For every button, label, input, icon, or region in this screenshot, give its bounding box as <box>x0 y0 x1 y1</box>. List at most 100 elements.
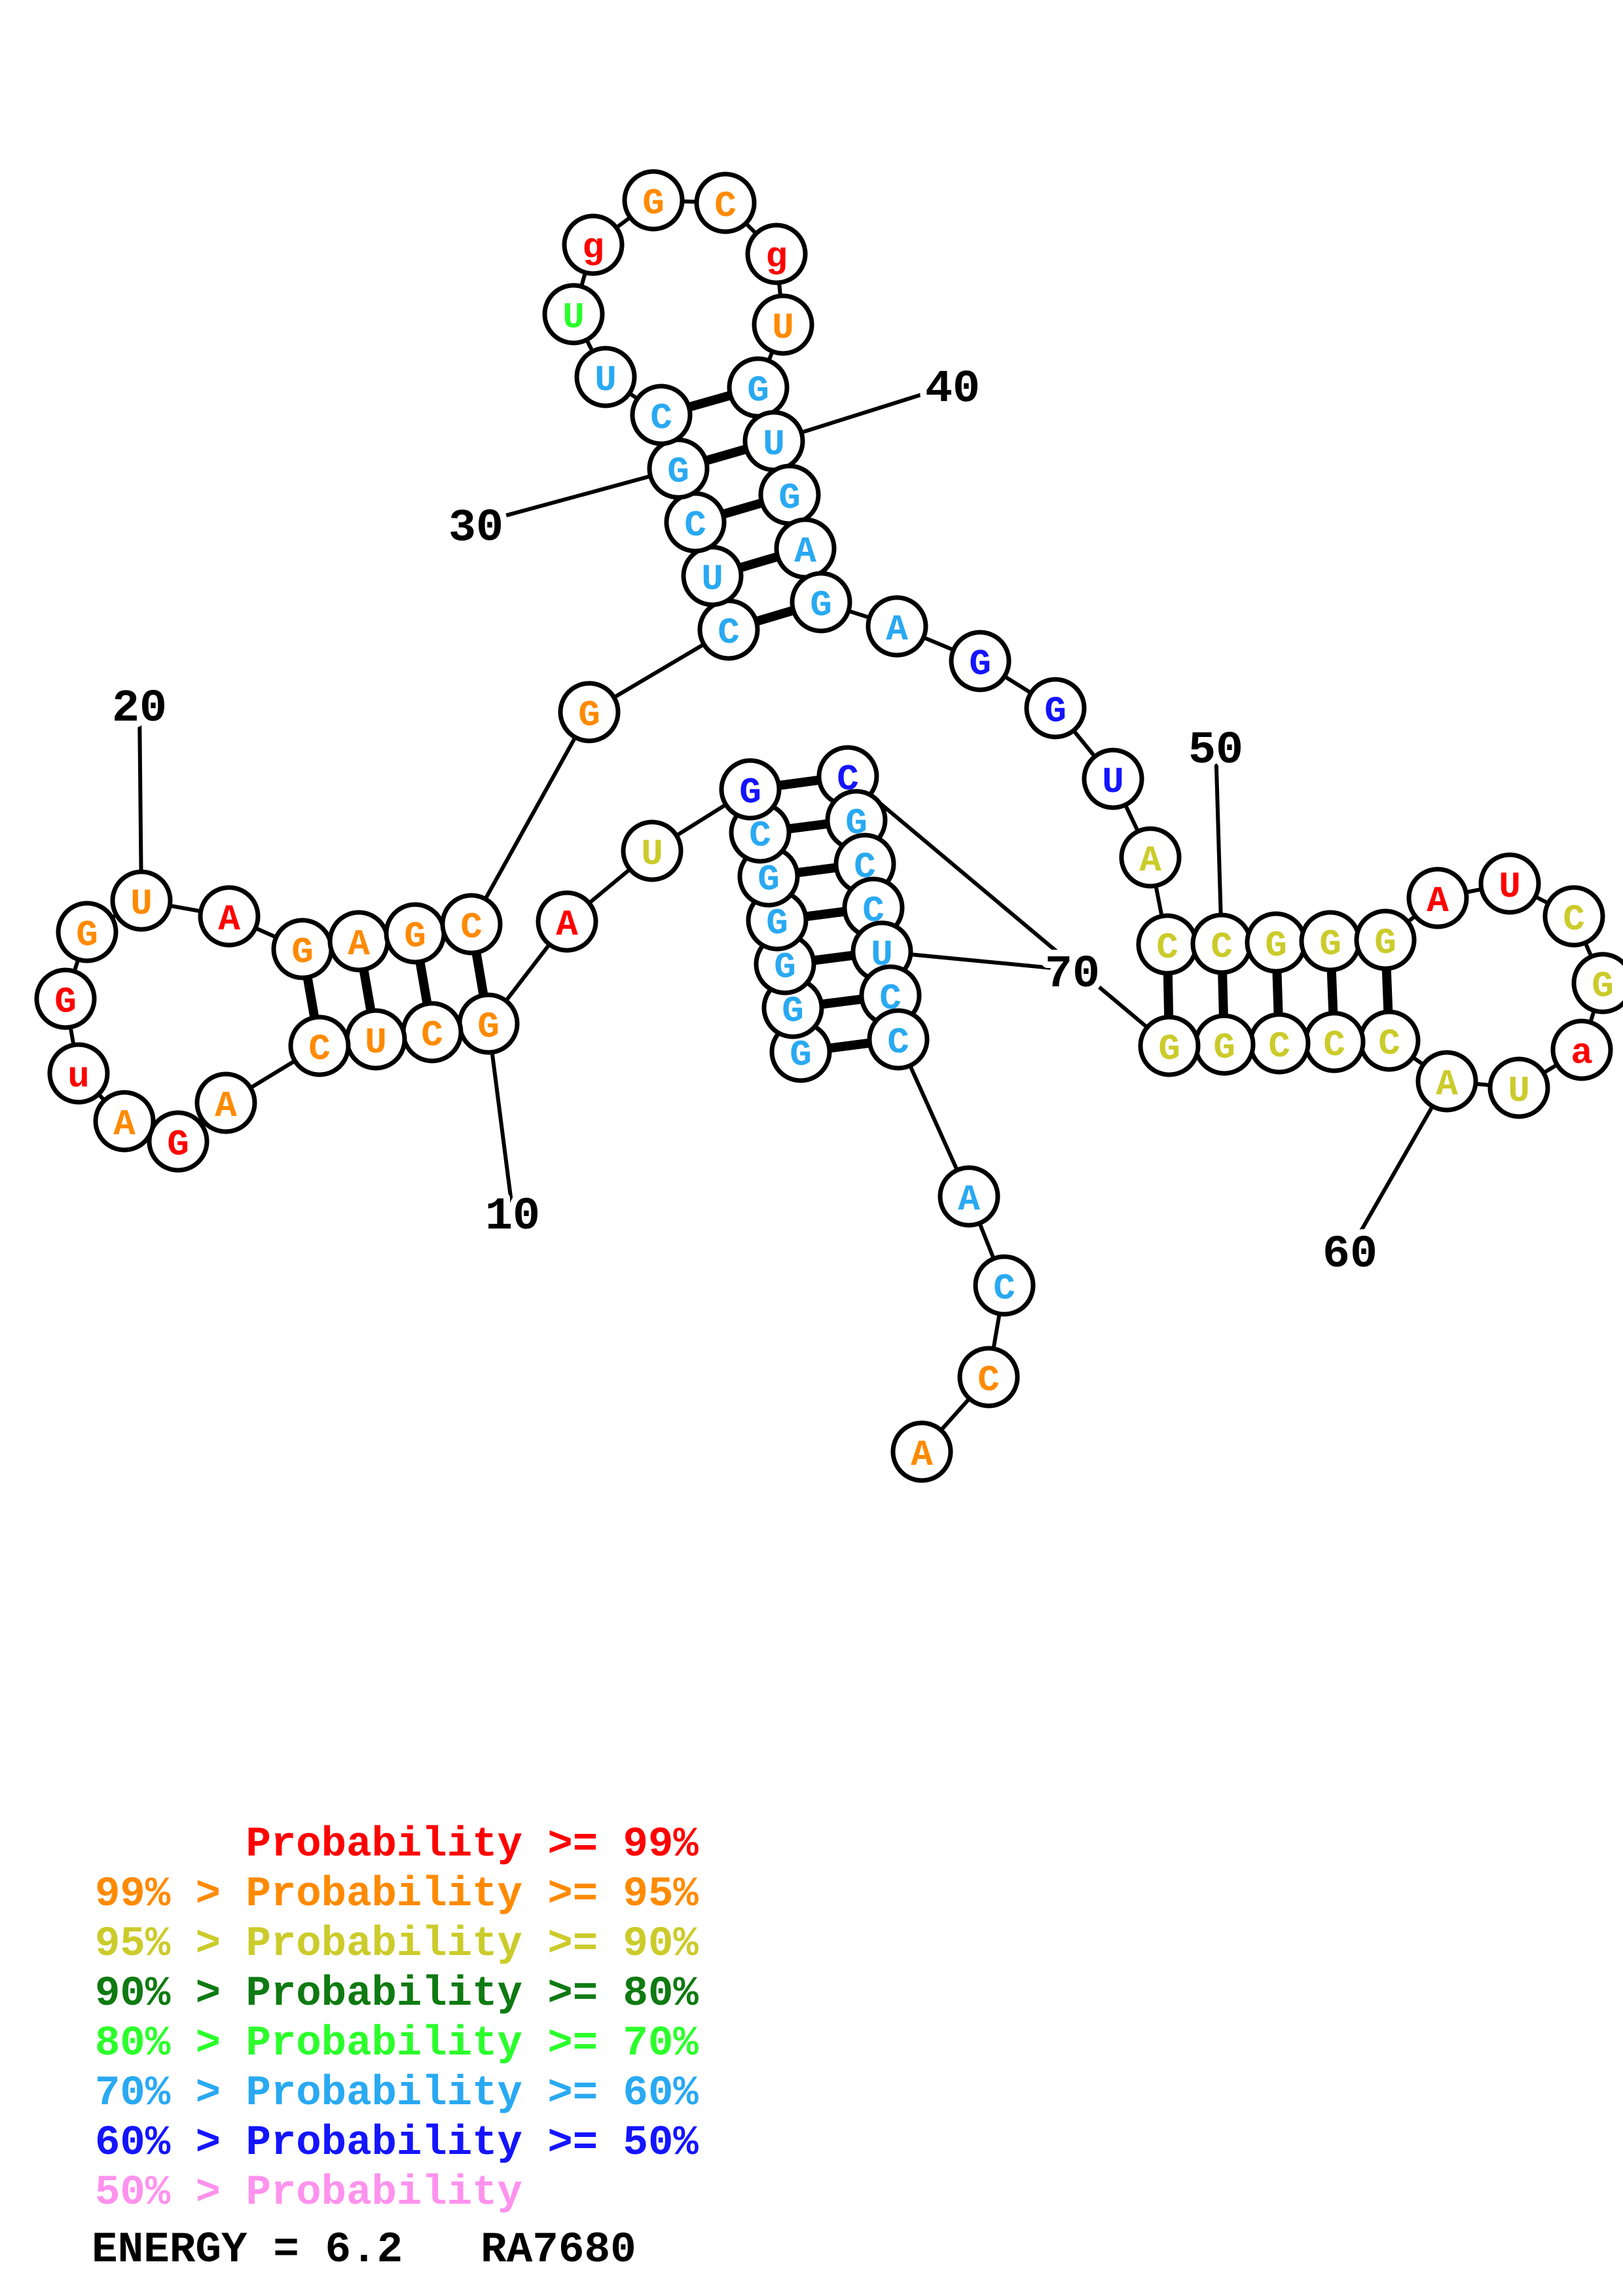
nucleotide-letter: A <box>215 1085 237 1127</box>
label-pointer-line <box>880 950 1074 972</box>
position-label: 30 <box>448 503 503 554</box>
nucleotide-letter: C <box>1156 927 1178 969</box>
legend-line-p95: 99% > Probability >= 95% <box>95 1871 699 1918</box>
legend: Probability >= 99% 99% > Probability >= … <box>95 1821 699 2217</box>
nucleotide-letter: G <box>782 990 804 1032</box>
nucleotide-letter: g <box>765 236 788 278</box>
nucleotide-letter: u <box>67 1056 90 1098</box>
nucleotide-letter: G <box>1374 922 1396 964</box>
nucleotide-letter: A <box>218 899 240 941</box>
nucleotide-letter: C <box>1378 1023 1400 1065</box>
nucleotide-letter: G <box>1592 965 1614 1007</box>
nucleotide-letter: A <box>794 531 816 573</box>
nucleotide-node <box>558 681 621 744</box>
nucleotide-letter: C <box>887 1022 909 1064</box>
energy-text: ENERGY = 6.2 RA7680 <box>92 2225 636 2274</box>
nucleotide-letter: G <box>774 946 796 988</box>
nucleotide-node <box>198 885 261 948</box>
position-label: 40 <box>925 364 980 416</box>
nucleotide-node <box>93 1090 156 1153</box>
nucleotide-letter: G <box>969 643 991 685</box>
nucleotide-letter: U <box>1102 761 1124 803</box>
position-label: 70 <box>1045 949 1100 1001</box>
nucleotide-node <box>56 901 119 963</box>
nucleotide-letter: C <box>1268 1026 1290 1067</box>
nucleotide-letter: G <box>1265 925 1287 967</box>
nucleotide-node <box>1487 1056 1550 1119</box>
nucleotide-node <box>752 293 814 356</box>
nucleotide-node <box>866 595 928 658</box>
nucleotide-node <box>1550 1018 1613 1081</box>
nucleotide-node <box>288 1014 351 1077</box>
nucleotide-node <box>1478 852 1541 915</box>
nucleotide-node <box>694 171 757 234</box>
nucleotide-letter: G <box>667 451 689 493</box>
nucleotide-node <box>949 630 1012 692</box>
nucleotide-letter: C <box>977 1359 1000 1401</box>
nucleotide-letter: U <box>562 296 585 338</box>
nucleotide-letter: U <box>594 359 617 401</box>
nucleotide-letter: G <box>1213 1027 1235 1069</box>
nucleotide-node <box>957 1346 1020 1408</box>
nucleotide-node <box>1082 747 1144 810</box>
nucleotide-letter: G <box>757 859 780 901</box>
nucleotide-node <box>562 213 625 276</box>
nucleotide-node <box>973 1254 1036 1317</box>
nucleotide-node <box>47 1042 110 1105</box>
nucleotide-letter: C <box>684 505 706 547</box>
position-label: 50 <box>1188 725 1243 777</box>
nucleotide-letter: G <box>642 183 665 224</box>
nucleotide-letter: C <box>718 612 740 654</box>
nucleotide-letter: G <box>790 1034 812 1076</box>
nucleotide-node <box>194 1071 257 1134</box>
nucleotide-letter: G <box>778 477 801 519</box>
nucleotide-letter: C <box>460 906 483 948</box>
nucleotide-node <box>890 1420 953 1483</box>
nucleotide-letter: a <box>1571 1032 1593 1074</box>
label-pointer-line <box>474 467 680 526</box>
nucleotide-node <box>1571 952 1623 1014</box>
label-pointer-line <box>137 702 143 903</box>
nucleotide-letter: U <box>1508 1070 1530 1112</box>
nucleotide-letter: C <box>714 185 737 227</box>
nucleotide-letter: G <box>810 584 832 626</box>
nucleotide-letter: A <box>886 609 908 651</box>
nucleotide-node <box>1354 908 1417 971</box>
nucleotide-letter: A <box>556 904 578 946</box>
nucleotide-node <box>867 1008 930 1071</box>
nucleotide-letter: U <box>130 883 153 925</box>
nucleotide-letter: G <box>477 1006 500 1048</box>
nucleotide-node <box>622 169 685 232</box>
nucleotide-letter: A <box>1427 880 1449 922</box>
label-pointer-line <box>772 383 955 443</box>
nucleotide-node <box>719 758 782 821</box>
legend-line-below50: 50% > Probability <box>95 2170 522 2217</box>
nucleotide-letter: G <box>404 916 426 958</box>
nucleotide-letter: C <box>1211 926 1233 968</box>
position-label: 10 <box>485 1191 540 1243</box>
nucleotide-node <box>1119 826 1182 889</box>
nucleotide-node <box>440 893 503 956</box>
nucleotide-node <box>1138 1014 1201 1077</box>
nucleotide-node <box>536 890 598 953</box>
label-pointer-line <box>486 1022 515 1214</box>
position-label-layer: 10 20 30 40 50 60 70 <box>105 357 1384 1287</box>
nucleotide-letter: G <box>1319 924 1341 965</box>
nucleotide-node <box>574 346 637 408</box>
nucleotide-letter: A <box>1139 840 1161 882</box>
legend-line-p99: Probability >= 99% <box>95 1821 699 1869</box>
nucleotide-node <box>938 1165 1000 1228</box>
nucleotide-letter: C <box>1563 899 1585 941</box>
nucleotide-letter: U <box>1499 866 1521 908</box>
nucleotide-node <box>542 283 605 346</box>
nucleotide-node <box>745 223 808 285</box>
nucleotide-node <box>790 571 852 634</box>
nucleotide-letter: A <box>1436 1064 1458 1105</box>
nucleotide-node <box>1542 885 1605 948</box>
legend-line-p50: 60% > Probability >= 50% <box>95 2120 699 2167</box>
nucleotide-letter: C <box>650 397 672 439</box>
nucleotide-letter: C <box>993 1268 1015 1310</box>
